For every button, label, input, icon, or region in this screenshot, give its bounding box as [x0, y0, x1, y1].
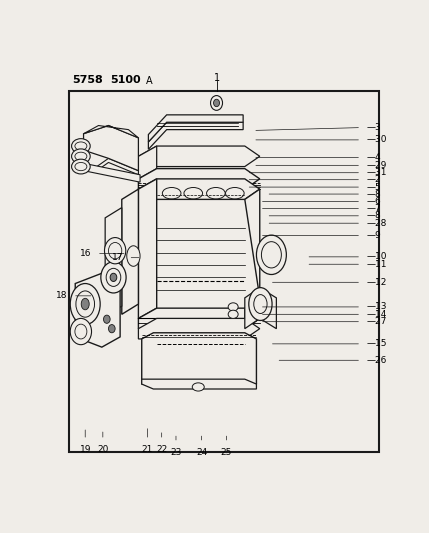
Ellipse shape — [106, 268, 121, 286]
Text: —27: —27 — [366, 317, 387, 326]
Polygon shape — [75, 273, 120, 347]
Text: —15: —15 — [366, 340, 387, 349]
Ellipse shape — [72, 159, 90, 174]
Polygon shape — [142, 379, 257, 389]
Bar — [69, 91, 380, 452]
Polygon shape — [139, 146, 260, 166]
Text: —29: —29 — [366, 161, 387, 170]
Ellipse shape — [211, 95, 223, 110]
Ellipse shape — [257, 235, 286, 274]
Ellipse shape — [75, 142, 87, 150]
Polygon shape — [139, 179, 157, 318]
Ellipse shape — [72, 139, 90, 154]
Text: 25: 25 — [221, 448, 232, 457]
Text: —31: —31 — [366, 168, 387, 177]
Ellipse shape — [75, 152, 87, 160]
Ellipse shape — [103, 315, 110, 324]
Ellipse shape — [76, 291, 94, 317]
Polygon shape — [84, 126, 139, 138]
Polygon shape — [139, 168, 260, 189]
Text: 5100: 5100 — [110, 75, 141, 85]
Polygon shape — [142, 333, 257, 384]
Text: —7: —7 — [366, 204, 381, 213]
Ellipse shape — [249, 288, 272, 320]
Ellipse shape — [127, 246, 140, 266]
Text: 20: 20 — [97, 445, 109, 454]
Text: —30: —30 — [366, 135, 387, 144]
Ellipse shape — [192, 383, 204, 391]
Text: 23: 23 — [170, 448, 181, 457]
Text: —6: —6 — [366, 197, 381, 206]
Text: —12: —12 — [366, 278, 387, 287]
Text: A: A — [146, 76, 153, 86]
Polygon shape — [84, 126, 139, 171]
Ellipse shape — [110, 273, 117, 281]
Text: —5: —5 — [366, 183, 381, 191]
Polygon shape — [148, 122, 243, 149]
Text: —11: —11 — [366, 260, 387, 269]
Polygon shape — [84, 163, 140, 182]
Ellipse shape — [81, 298, 89, 310]
Text: 5758: 5758 — [72, 75, 103, 85]
Ellipse shape — [105, 238, 126, 264]
Ellipse shape — [70, 284, 100, 325]
Ellipse shape — [214, 99, 220, 107]
Text: —26: —26 — [366, 356, 387, 365]
Polygon shape — [139, 179, 260, 199]
Text: —2: —2 — [366, 175, 381, 184]
Polygon shape — [245, 189, 260, 329]
Text: 22: 22 — [156, 445, 167, 454]
Ellipse shape — [109, 325, 115, 333]
Ellipse shape — [261, 241, 281, 268]
Text: —8: —8 — [366, 211, 381, 220]
Polygon shape — [148, 115, 243, 142]
Text: —28: —28 — [366, 219, 387, 228]
Text: 18: 18 — [57, 292, 68, 300]
Ellipse shape — [254, 295, 267, 313]
Ellipse shape — [109, 243, 122, 259]
Text: —10: —10 — [366, 252, 387, 261]
Text: 21: 21 — [142, 445, 153, 454]
Text: 16: 16 — [80, 249, 92, 258]
Text: —14: —14 — [366, 310, 387, 319]
Ellipse shape — [72, 149, 90, 164]
Ellipse shape — [228, 310, 238, 318]
Polygon shape — [245, 288, 276, 329]
Polygon shape — [139, 146, 157, 179]
Text: —4: —4 — [366, 153, 381, 162]
Ellipse shape — [75, 324, 87, 339]
Text: —3: —3 — [366, 123, 381, 132]
Text: 24: 24 — [196, 448, 207, 457]
Text: 1: 1 — [214, 74, 220, 83]
Ellipse shape — [228, 303, 238, 311]
Text: —13: —13 — [366, 302, 387, 311]
Polygon shape — [139, 318, 260, 339]
Ellipse shape — [75, 163, 87, 171]
Ellipse shape — [101, 262, 126, 293]
Polygon shape — [122, 189, 139, 314]
Ellipse shape — [70, 318, 91, 345]
Polygon shape — [139, 308, 260, 329]
Text: 19: 19 — [79, 445, 91, 454]
Polygon shape — [97, 158, 139, 175]
Text: 17: 17 — [112, 253, 124, 262]
Polygon shape — [105, 207, 122, 317]
Text: —8: —8 — [366, 190, 381, 199]
Text: —9: —9 — [366, 231, 381, 240]
